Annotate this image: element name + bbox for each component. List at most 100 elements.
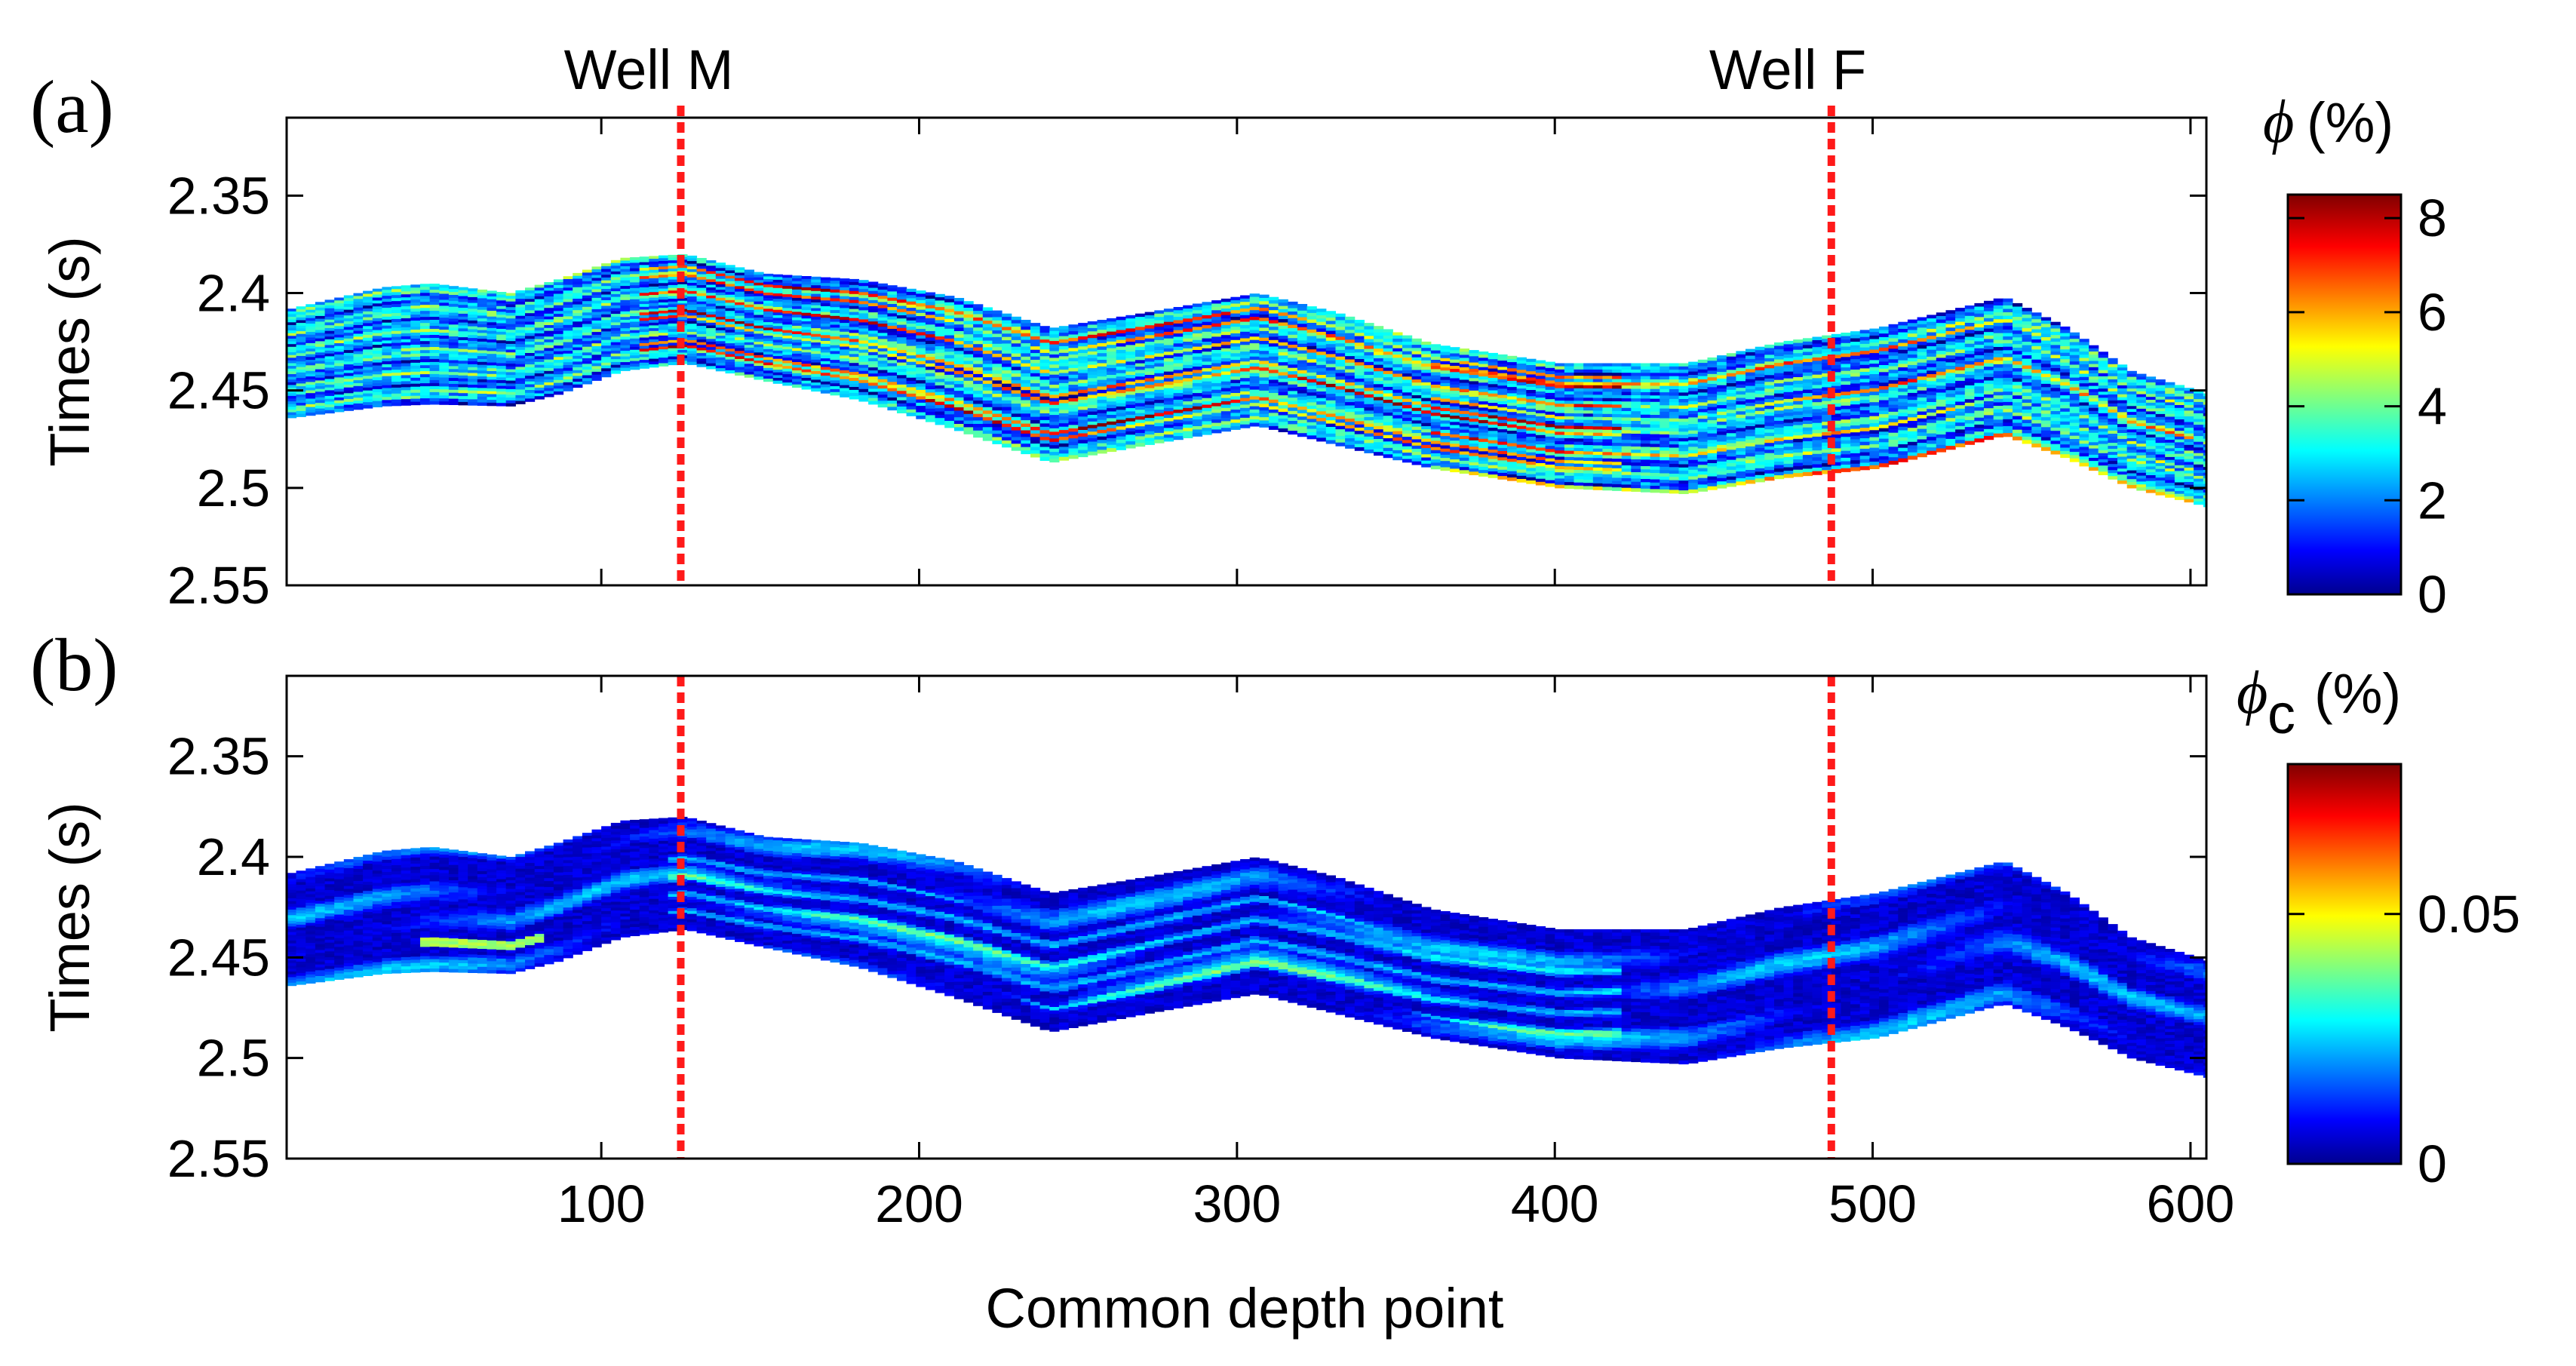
heatmap-cell	[1278, 412, 1288, 416]
heatmap-cell	[477, 312, 487, 316]
heatmap-cell	[353, 365, 364, 370]
heatmap-cell	[1278, 305, 1288, 310]
heatmap-cell	[897, 287, 907, 291]
heatmap-cell	[601, 263, 612, 267]
heatmap-cell	[1230, 296, 1241, 301]
heatmap-cell	[887, 338, 898, 342]
heatmap-cell	[439, 299, 450, 304]
heatmap-cell	[382, 358, 392, 362]
heatmap-cell	[1421, 341, 1432, 345]
heatmap-cell	[496, 342, 507, 347]
heatmap-cell	[1440, 358, 1451, 362]
heatmap-cell	[1297, 370, 1308, 374]
heatmap-cell	[591, 309, 602, 313]
heatmap-cell	[372, 359, 382, 364]
heatmap-cell	[1135, 376, 1146, 381]
heatmap-cell	[591, 303, 602, 307]
heatmap-cell	[1107, 348, 1117, 352]
heatmap-cell	[877, 283, 888, 287]
heatmap-cell	[944, 338, 955, 342]
heatmap-cell	[944, 394, 955, 399]
heatmap-cell	[1058, 333, 1070, 337]
heatmap-cell	[1068, 415, 1079, 419]
heatmap-cell	[287, 385, 297, 388]
heatmap-cell	[1374, 397, 1384, 401]
heatmap-cell	[887, 307, 898, 311]
heatmap-cell	[1259, 327, 1270, 332]
heatmap-cell	[1259, 330, 1270, 335]
heatmap-cell	[372, 291, 382, 296]
heatmap-cell	[1030, 333, 1041, 337]
heatmap-cell	[1269, 396, 1279, 401]
heatmap-cell	[1002, 320, 1012, 324]
heatmap-cell	[1269, 327, 1279, 331]
heatmap-cell	[1068, 381, 1079, 385]
heatmap-cell	[1345, 388, 1356, 393]
heatmap-cell	[563, 370, 573, 374]
heatmap-cell	[1087, 448, 1098, 453]
heatmap-cell	[1259, 301, 1270, 305]
heatmap-cell	[1154, 393, 1165, 398]
heatmap-cell	[1278, 391, 1288, 396]
heatmap-cell	[1220, 351, 1231, 356]
heatmap-cell	[1325, 423, 1336, 428]
heatmap-cell	[992, 380, 1002, 385]
heatmap-cell	[1039, 336, 1050, 340]
heatmap-cell	[448, 348, 459, 352]
heatmap-cell	[1220, 342, 1231, 345]
heatmap-cell	[382, 379, 392, 383]
heatmap-cell	[973, 434, 984, 438]
heatmap-cell	[1192, 353, 1203, 358]
heatmap-cell	[877, 286, 888, 290]
heatmap-cell	[1450, 425, 1460, 429]
heatmap-cell	[686, 285, 698, 289]
heatmap-cell	[1011, 376, 1021, 381]
heatmap-cell	[1154, 439, 1165, 444]
heatmap-cell	[1173, 389, 1184, 394]
heatmap-cell	[544, 385, 554, 389]
heatmap-cell	[944, 312, 955, 316]
heatmap-cell	[458, 319, 468, 324]
heatmap-cell	[973, 327, 984, 332]
heatmap-cell	[963, 341, 974, 345]
heatmap-cell	[1087, 415, 1098, 419]
heatmap-cell	[458, 387, 468, 391]
heatmap-cell	[1211, 306, 1222, 311]
heatmap-cell	[391, 342, 402, 347]
heatmap-cell	[992, 413, 1002, 418]
heatmap-cell	[343, 361, 354, 365]
heatmap-cell	[1230, 310, 1241, 315]
heatmap-cell	[801, 375, 812, 379]
heatmap-cell	[849, 392, 859, 397]
heatmap-cell	[630, 277, 640, 281]
heatmap-cell	[1144, 321, 1155, 326]
heatmap-cell	[1469, 425, 1479, 428]
heatmap-cell	[630, 271, 640, 275]
heatmap-cell	[849, 378, 859, 382]
heatmap-cell	[1335, 399, 1346, 404]
heatmap-cell	[782, 346, 793, 350]
heatmap-cell	[906, 387, 916, 391]
heatmap-cell	[897, 375, 907, 379]
heatmap-cell	[573, 364, 583, 368]
heatmap-cell	[1202, 331, 1212, 336]
heatmap-cell	[401, 330, 411, 334]
heatmap-cell	[1087, 434, 1098, 439]
heatmap-cell	[353, 316, 364, 320]
heatmap-cell	[1374, 336, 1384, 339]
heatmap-cell	[1249, 327, 1260, 331]
heatmap-cell	[649, 309, 659, 312]
heatmap-cell	[649, 281, 659, 284]
heatmap-cell	[1192, 376, 1203, 381]
heatmap-cell	[1183, 414, 1193, 419]
heatmap-cell	[1230, 300, 1241, 305]
heatmap-cell	[1039, 407, 1050, 411]
heatmap-cell	[639, 315, 649, 319]
heatmap-cell	[1144, 355, 1155, 359]
heatmap-cell	[830, 330, 840, 334]
heatmap-cell	[877, 379, 888, 383]
heatmap-cell	[840, 281, 850, 285]
heatmap-cell	[735, 313, 745, 317]
heatmap-cell	[1144, 421, 1155, 425]
heatmap-cell	[763, 330, 774, 333]
